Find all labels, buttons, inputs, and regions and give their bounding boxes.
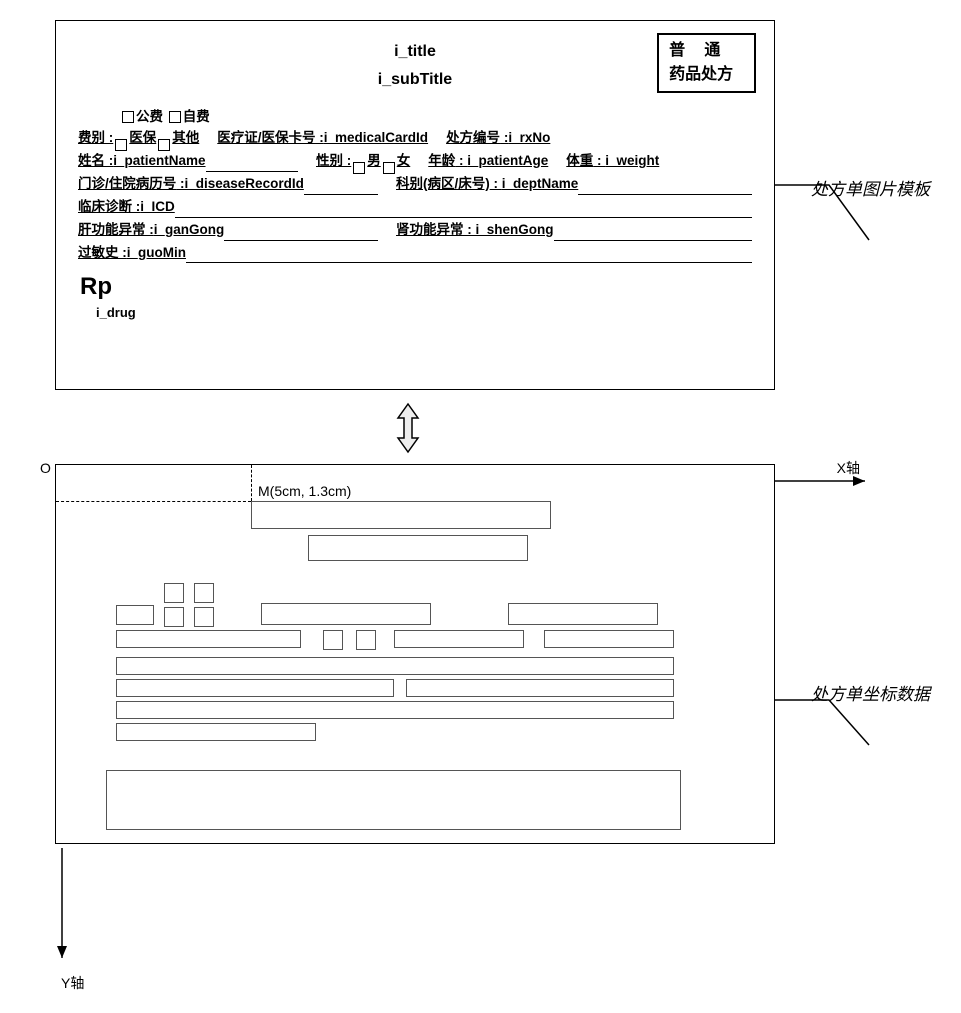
diagram-root: 处方单图片模板 普通 药品处方 i_title i_subTitle 公费 自费… <box>20 20 940 993</box>
dash-vertical <box>251 465 252 501</box>
coord-shape <box>194 583 214 603</box>
coord-shape <box>323 630 343 650</box>
m-point-label: M(5cm, 1.3cm) <box>258 483 351 499</box>
field-name: i_patientName <box>113 153 205 168</box>
checkbox-zifei <box>169 111 181 123</box>
field-guomin: i_guoMin <box>127 245 186 260</box>
callout-lead-top <box>774 175 874 255</box>
coord-shape <box>164 583 184 603</box>
field-medicalcard: i_medicalCardId <box>324 130 428 145</box>
checkbox-male <box>353 162 365 174</box>
field-weight: i_weight <box>605 153 659 168</box>
coord-shape <box>116 630 301 648</box>
field-shen: i_shenGong <box>476 222 554 237</box>
y-axis: Y轴 <box>55 848 940 993</box>
coord-shape <box>106 770 681 830</box>
coord-shape <box>544 630 674 648</box>
coord-shape <box>356 630 376 650</box>
title-sub: i_subTitle <box>78 71 752 89</box>
coordinate-panel: M(5cm, 1.3cm) <box>55 464 775 844</box>
dash-horizontal <box>56 501 251 502</box>
coord-shape <box>116 657 674 675</box>
field-record: i_diseaseRecordId <box>185 176 304 191</box>
field-icd: i_ICD <box>140 199 175 214</box>
title-main: i_title <box>78 43 752 61</box>
coord-shape <box>164 607 184 627</box>
field-age: i_patientAge <box>467 153 548 168</box>
coord-shape <box>508 603 658 625</box>
coord-shape <box>394 630 524 648</box>
coord-shape <box>116 701 674 719</box>
coord-shape <box>116 679 394 697</box>
checkbox-female <box>383 162 395 174</box>
field-gan: i_ganGong <box>154 222 225 237</box>
prescription-template-panel: 普通 药品处方 i_title i_subTitle 公费 自费 费别 : 医保… <box>55 20 775 390</box>
coord-shape <box>261 603 431 625</box>
coord-shape <box>308 535 528 561</box>
y-axis-label: Y轴 <box>61 973 940 993</box>
field-dept: i_deptName <box>502 176 579 191</box>
y-axis-arrow <box>55 848 69 968</box>
title-block: i_title i_subTitle <box>78 43 752 89</box>
checkbox-qita <box>158 139 170 151</box>
form-fields: 公费 自费 费别 : 医保 其他 医疗证/医保卡号 :i_medicalCard… <box>78 107 752 263</box>
double-arrow-icon <box>390 402 940 454</box>
coord-shape <box>116 723 316 741</box>
checkbox-yibao <box>115 139 127 151</box>
rp-label: Rp <box>80 273 752 301</box>
coord-shape <box>251 501 551 529</box>
field-rxno: i_rxNo <box>508 130 550 145</box>
coordinate-area: O X轴 M(5cm, 1.3cm) Y轴 <box>20 464 940 993</box>
stamp-line2: 药品处方 <box>669 63 744 87</box>
stamp-box: 普通 药品处方 <box>657 33 756 93</box>
coord-shape <box>194 607 214 627</box>
coord-shape <box>406 679 674 697</box>
checkbox-gongfei <box>122 111 134 123</box>
origin-label: O <box>40 460 51 476</box>
drug-placeholder: i_drug <box>96 305 752 320</box>
stamp-line1: 普通 <box>669 42 739 59</box>
coord-shape <box>116 605 154 625</box>
